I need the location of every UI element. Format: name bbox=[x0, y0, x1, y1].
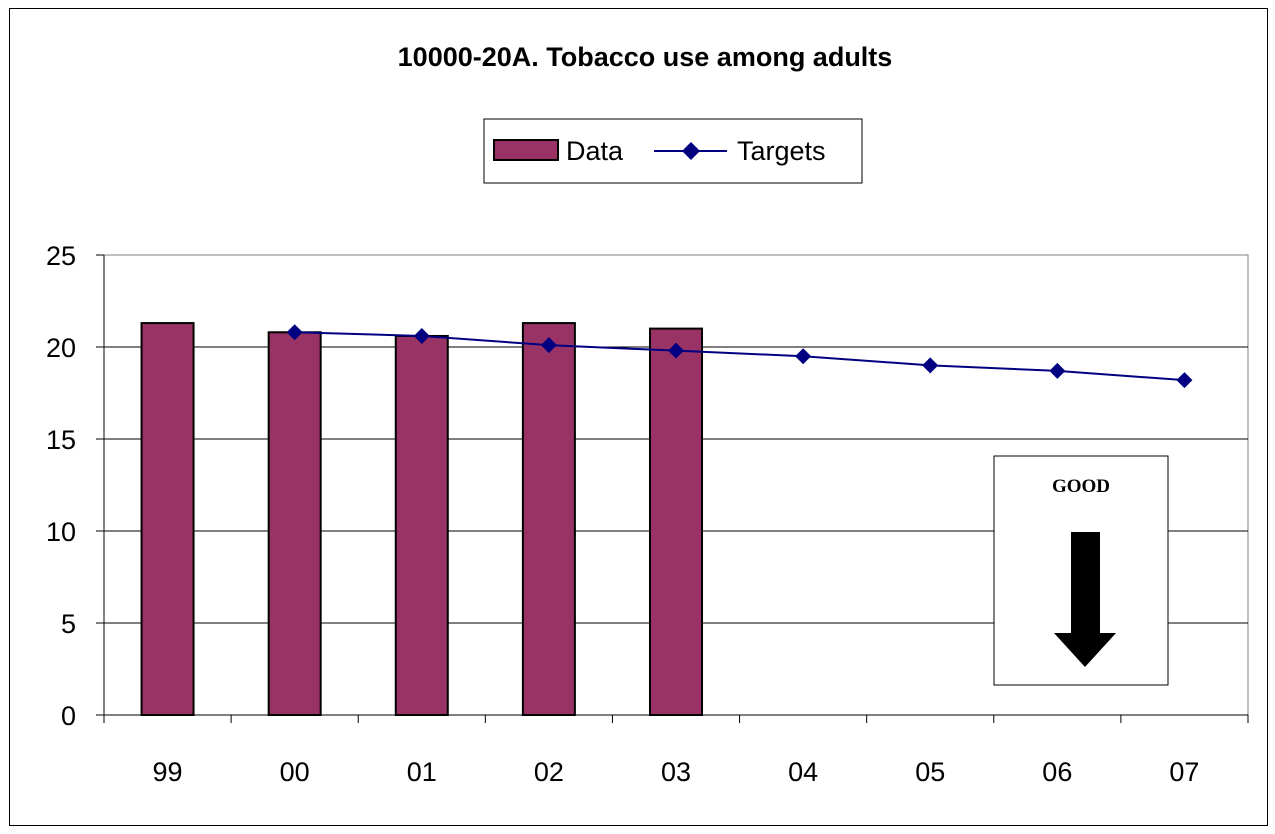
target-point bbox=[795, 348, 812, 365]
target-line-path bbox=[294, 331, 1185, 382]
x-tick-label: 07 bbox=[1169, 757, 1199, 787]
legend-marker-targets bbox=[682, 142, 700, 160]
bar bbox=[521, 322, 576, 716]
y-tick-label: 15 bbox=[46, 425, 76, 455]
legend-swatch-data bbox=[493, 139, 559, 161]
y-tick-label: 25 bbox=[46, 241, 76, 271]
x-tick-label: 06 bbox=[1042, 757, 1072, 787]
legend-label-data: Data bbox=[566, 136, 624, 166]
bar bbox=[649, 327, 703, 716]
x-tick-label: 04 bbox=[788, 757, 818, 787]
target-point bbox=[413, 327, 430, 344]
bar bbox=[267, 331, 322, 716]
target-point bbox=[668, 342, 684, 359]
legend: Data Targets bbox=[483, 118, 863, 184]
y-tick-label: 10 bbox=[46, 517, 76, 547]
x-tick-label: 01 bbox=[407, 757, 437, 787]
line-series-targets bbox=[286, 324, 1193, 389]
y-tick-label: 20 bbox=[46, 333, 76, 363]
y-tick-label: 5 bbox=[61, 609, 76, 639]
legend-label-targets: Targets bbox=[737, 136, 826, 166]
target-point bbox=[540, 337, 557, 354]
good-annotation: GOOD bbox=[993, 455, 1169, 686]
x-tick-label: 02 bbox=[534, 757, 564, 787]
chart-title: 10000-20A. Tobacco use among adults bbox=[398, 42, 893, 72]
target-point bbox=[922, 357, 939, 374]
x-tick-label: 03 bbox=[661, 757, 691, 787]
target-point bbox=[1049, 362, 1066, 379]
target-point bbox=[286, 324, 303, 341]
target-point bbox=[1176, 372, 1193, 389]
bar bbox=[140, 322, 195, 716]
y-tick-labels: 0 5 10 15 20 25 bbox=[46, 241, 76, 731]
good-label: GOOD bbox=[1052, 476, 1110, 497]
down-arrow-icon bbox=[1054, 532, 1116, 667]
x-tick-label: 00 bbox=[280, 757, 310, 787]
x-tick-label: 99 bbox=[153, 757, 183, 787]
x-tick-labels: 99 00 01 02 03 04 05 06 07 bbox=[153, 757, 1200, 787]
y-tick-label: 0 bbox=[61, 701, 76, 731]
bar-series-data bbox=[140, 322, 703, 716]
x-tick-label: 05 bbox=[915, 757, 945, 787]
bar bbox=[394, 334, 449, 716]
axes bbox=[96, 254, 1249, 723]
